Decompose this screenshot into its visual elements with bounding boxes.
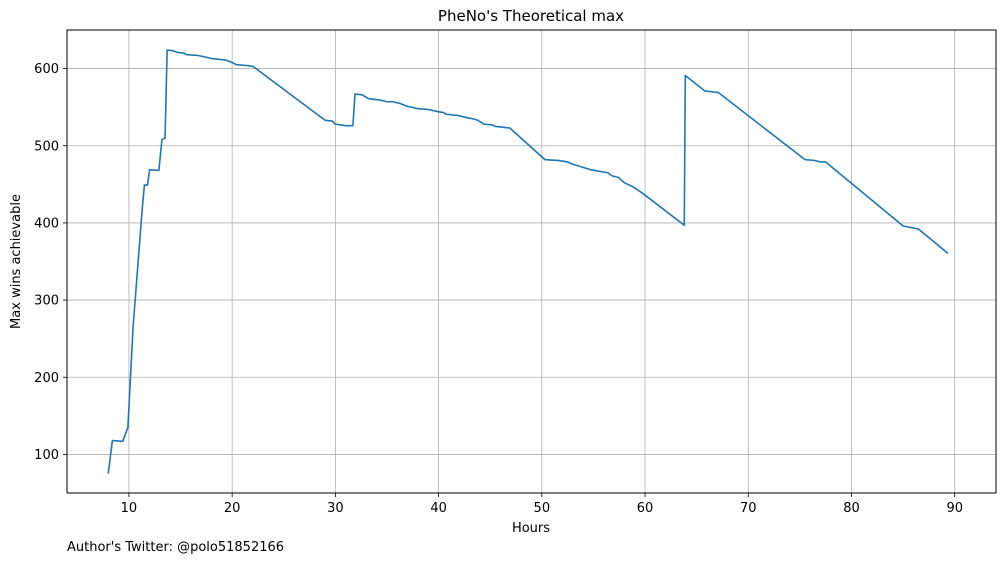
- max-wins-line: [107, 49, 949, 474]
- y-tick-label: 300: [34, 294, 59, 309]
- x-tick-label: 70: [740, 501, 757, 516]
- y-tick-label: 100: [34, 448, 59, 463]
- x-tick-label: 20: [224, 501, 241, 516]
- y-axis-label: Max wins achievable: [9, 194, 24, 329]
- x-tick-label: 50: [534, 501, 551, 516]
- x-tick-label: 80: [843, 501, 860, 516]
- x-tick-label: 40: [430, 501, 447, 516]
- x-tick-label: 60: [637, 501, 654, 516]
- chart-title: PheNo's Theoretical max: [438, 7, 624, 25]
- x-tick-label: 90: [946, 501, 963, 516]
- plot-frame: [66, 29, 997, 494]
- y-tick-label: 400: [34, 216, 59, 231]
- x-axis-label: Hours: [512, 521, 550, 536]
- y-axis: 100 200 300 400 500 600: [34, 62, 67, 463]
- x-tick-label: 30: [327, 501, 344, 516]
- series-layer: [107, 49, 949, 474]
- author-twitter-footnote: Author's Twitter: @polo51852166: [67, 540, 284, 555]
- x-tick-label: 10: [121, 501, 138, 516]
- grid: [67, 30, 996, 493]
- y-tick-label: 500: [34, 139, 59, 154]
- x-axis: 10 20 30 40 50 60 70 80 90: [121, 493, 963, 516]
- y-tick-label: 600: [34, 62, 59, 77]
- y-tick-label: 200: [34, 371, 59, 386]
